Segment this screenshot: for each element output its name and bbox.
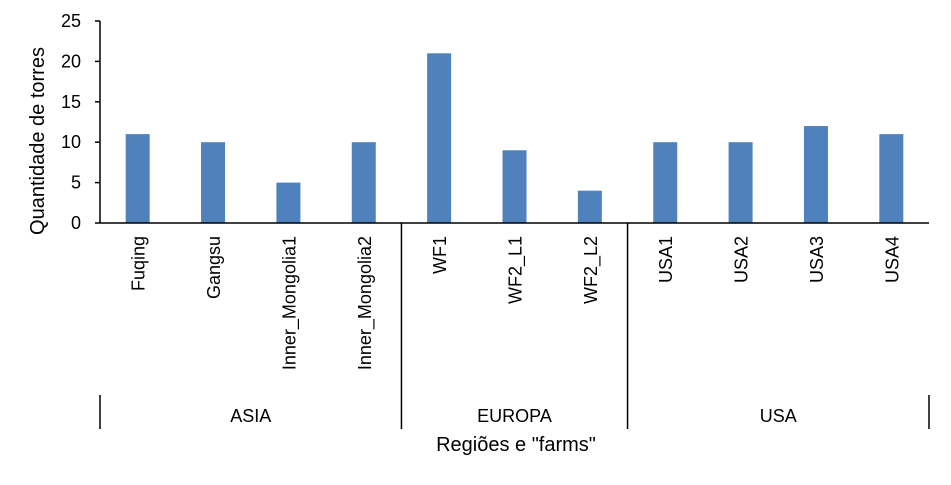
group-label: EUROPA	[477, 406, 552, 426]
bar-WF2_L1	[502, 150, 527, 223]
x-axis: Fuqing Gangsu Inner_Mongolia1 Inner_Mongoli…	[99, 222, 930, 429]
x-tick-label: WF2_L2	[581, 236, 602, 304]
bar-USA2	[728, 142, 753, 223]
x-tick-label: WF1	[430, 236, 450, 274]
x-tick-label: USA3	[807, 236, 827, 283]
y-axis: 0 5 10 15 20 25	[61, 11, 101, 233]
bar-USA3	[803, 126, 828, 223]
y-tick-label: 10	[61, 132, 81, 152]
bar-WF1	[427, 53, 452, 223]
y-axis-title: Quantidade de torres	[27, 47, 49, 235]
bar-Inner_Mongolia1	[276, 182, 301, 223]
x-tick-label: Inner_Mongolia2	[355, 236, 376, 370]
x-axis-title: Regiões e "farms"	[436, 434, 596, 456]
x-tick-label: Fuqing	[129, 236, 149, 291]
y-tick-label: 0	[71, 213, 81, 233]
x-tick-label: USA4	[882, 236, 902, 283]
x-tick-label: Gangsu	[204, 236, 224, 299]
x-tick-label: USA1	[656, 236, 676, 283]
bar-Gangsu	[201, 142, 226, 223]
y-tick-label: 15	[61, 92, 81, 112]
y-tick-label: 5	[71, 173, 81, 193]
bar-WF2_L2	[577, 190, 602, 223]
group-label: ASIA	[230, 406, 271, 426]
y-tick-label: 20	[61, 51, 81, 71]
x-tick-label: WF2_L1	[506, 236, 527, 304]
x-tick-label: Inner_Mongolia1	[279, 236, 300, 370]
bar-USA4	[879, 134, 904, 223]
x-tick-label: USA2	[732, 236, 752, 283]
bar-series	[125, 53, 904, 223]
bar-USA1	[653, 142, 678, 223]
bar-Inner_Mongolia2	[351, 142, 376, 223]
group-label: USA	[760, 406, 797, 426]
bar-Fuqing	[125, 134, 150, 223]
y-tick-label: 25	[61, 11, 81, 31]
